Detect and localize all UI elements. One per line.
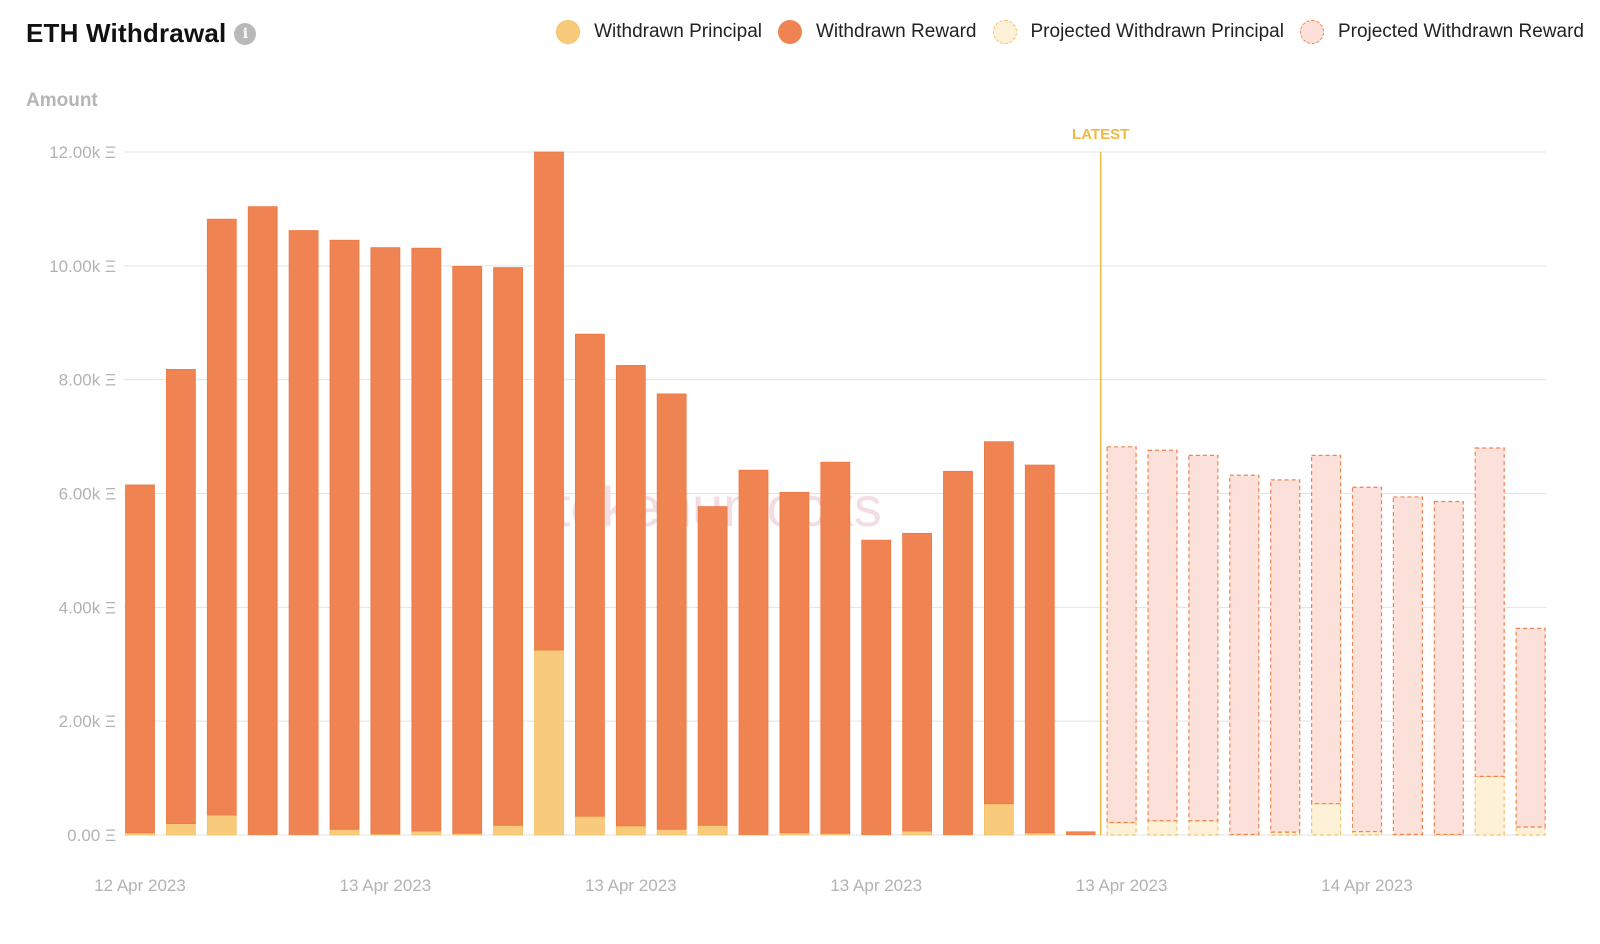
y-tick-label: 10.00k Ξ bbox=[49, 257, 116, 276]
legend-item-projected-principal[interactable]: Projected Withdrawn Principal bbox=[992, 20, 1284, 44]
bar-projected-reward bbox=[1106, 446, 1137, 824]
x-tick-label: 13 Apr 2023 bbox=[340, 876, 432, 895]
bar-withdrawn-reward bbox=[943, 470, 973, 835]
bar-projected-principal bbox=[1188, 820, 1219, 836]
bar-withdrawn-reward bbox=[984, 441, 1014, 805]
bar-projected-reward bbox=[1515, 627, 1546, 828]
y-tick-label: 4.00k Ξ bbox=[59, 598, 116, 617]
bar-withdrawn-reward bbox=[411, 247, 442, 832]
bar-withdrawn-reward bbox=[165, 369, 196, 825]
bar-withdrawn-reward bbox=[493, 267, 524, 826]
bar-withdrawn-reward bbox=[779, 491, 810, 834]
bar-withdrawn-reward bbox=[534, 151, 564, 651]
bar-projected-reward bbox=[1147, 449, 1178, 822]
bar-projected-reward bbox=[1310, 454, 1342, 805]
legend-label: Projected Withdrawn Principal bbox=[1030, 21, 1284, 42]
bar-withdrawn-reward bbox=[861, 539, 892, 835]
bar-withdrawn-principal bbox=[697, 824, 728, 836]
legend-label: Withdrawn Principal bbox=[594, 21, 762, 42]
y-axis-title: Amount bbox=[26, 90, 98, 111]
bar-withdrawn-reward bbox=[370, 247, 401, 835]
bar-withdrawn-principal bbox=[411, 830, 442, 836]
bar-withdrawn-reward bbox=[575, 333, 605, 817]
legend-swatch-withdrawn-principal bbox=[556, 20, 581, 44]
bar-withdrawn-principal bbox=[329, 828, 360, 836]
bar-projected-reward bbox=[1392, 496, 1424, 836]
bar-withdrawn-reward bbox=[615, 365, 646, 827]
y-tick-label: 6.00k Ξ bbox=[59, 485, 116, 504]
legend-label: Projected Withdrawn Reward bbox=[1337, 21, 1584, 42]
legend-swatch-withdrawn-reward bbox=[778, 20, 802, 44]
bar-withdrawn-reward bbox=[738, 469, 769, 835]
bar-projected-principal bbox=[1106, 821, 1137, 836]
x-tick-label: 13 Apr 2023 bbox=[585, 876, 677, 895]
x-tick-label: 14 Apr 2023 bbox=[1321, 876, 1413, 895]
bar-withdrawn-reward bbox=[288, 230, 319, 835]
bar-withdrawn-reward bbox=[452, 266, 483, 834]
bar-withdrawn-principal bbox=[534, 649, 564, 836]
chart-header: ETH Withdrawal i bbox=[26, 18, 257, 49]
bar-withdrawn-reward bbox=[1066, 831, 1096, 835]
bar-projected-reward bbox=[1229, 474, 1260, 836]
bar-withdrawn-principal bbox=[493, 824, 524, 836]
bar-projected-reward bbox=[1474, 447, 1505, 777]
bar-projected-principal bbox=[1147, 820, 1178, 836]
bar-withdrawn-reward bbox=[125, 484, 155, 834]
bar-withdrawn-principal bbox=[575, 815, 605, 836]
bar-withdrawn-reward bbox=[247, 206, 278, 835]
bar-projected-principal bbox=[1310, 803, 1342, 836]
bar-withdrawn-reward bbox=[329, 239, 360, 830]
bar-withdrawn-principal bbox=[615, 825, 646, 836]
bar-projected-principal bbox=[1515, 826, 1546, 836]
bar-projected-reward bbox=[1433, 500, 1464, 836]
legend-label: Withdrawn Reward bbox=[816, 21, 977, 42]
x-tick-label: 13 Apr 2023 bbox=[830, 876, 922, 895]
info-icon[interactable]: i bbox=[234, 22, 257, 45]
y-tick-label: 8.00k Ξ bbox=[59, 371, 116, 390]
y-tick-label: 12.00k Ξ bbox=[49, 143, 116, 162]
legend-swatch-projected-principal bbox=[992, 20, 1017, 44]
bar-withdrawn-principal bbox=[984, 803, 1014, 836]
latest-marker-label: LATEST bbox=[1072, 126, 1129, 143]
legend-item-withdrawn-principal[interactable]: Withdrawn Principal bbox=[556, 20, 762, 44]
bar-withdrawn-reward bbox=[697, 506, 728, 826]
x-tick-label: 13 Apr 2023 bbox=[1076, 876, 1168, 895]
y-tick-label: 2.00k Ξ bbox=[59, 712, 116, 731]
bar-withdrawn-principal bbox=[656, 828, 687, 836]
bar-withdrawn-reward bbox=[656, 393, 687, 830]
bar-withdrawn-reward bbox=[902, 532, 932, 832]
bar-projected-principal bbox=[1474, 775, 1505, 836]
bar-withdrawn-principal bbox=[206, 814, 237, 836]
bar-projected-principal bbox=[1433, 833, 1464, 836]
bar-withdrawn-reward bbox=[820, 461, 851, 834]
bar-withdrawn-principal bbox=[165, 823, 196, 836]
bar-projected-reward bbox=[1351, 486, 1383, 833]
bar-projected-reward bbox=[1270, 479, 1301, 833]
bar-withdrawn-principal bbox=[902, 830, 932, 836]
legend-item-projected-reward[interactable]: Projected Withdrawn Reward bbox=[1299, 20, 1584, 44]
chart-legend: Withdrawn Principal Withdrawn Reward Pro… bbox=[540, 20, 1584, 44]
x-tick-label: 12 Apr 2023 bbox=[94, 876, 186, 895]
bar-withdrawn-reward bbox=[206, 218, 237, 816]
legend-swatch-projected-reward bbox=[1299, 20, 1324, 44]
legend-item-withdrawn-reward[interactable]: Withdrawn Reward bbox=[778, 20, 977, 44]
y-tick-label: 0.00 Ξ bbox=[67, 826, 116, 845]
bar-withdrawn-reward bbox=[1024, 464, 1055, 834]
chart-title: ETH Withdrawal bbox=[26, 18, 227, 48]
bar-projected-reward bbox=[1188, 454, 1219, 822]
